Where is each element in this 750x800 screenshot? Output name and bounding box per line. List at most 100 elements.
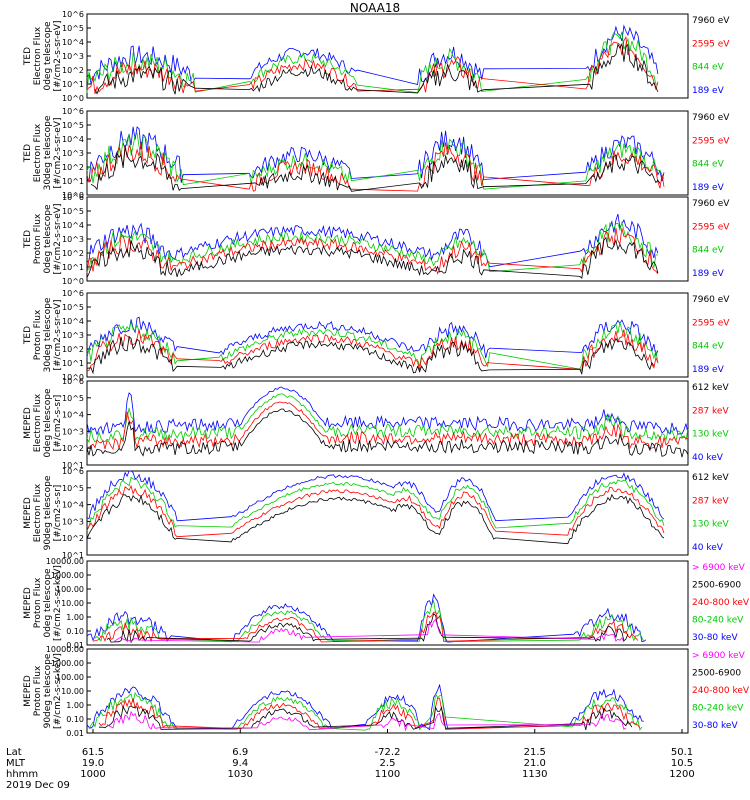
y-axis-label-line: [#/cm2-s-sr] (53, 485, 63, 542)
y-axis-label-line: [#/cm2-s-sr-eV] (53, 204, 63, 275)
series-trace (86, 320, 659, 370)
y-tick-label: 100.00 (56, 673, 84, 682)
y-tick-label: 10^1 (62, 177, 84, 186)
legend-entry: 844 eV (692, 246, 725, 256)
series-trace (88, 691, 643, 731)
y-tick-label: 10.00 (61, 599, 84, 608)
y-tick-label: 10^3 (62, 331, 84, 340)
footer-value-hhmm: 1130 (522, 769, 547, 780)
panel-2: 10^6 10^5 10^4 10^3 10^2 10^1 10^0 TED Electron … (23, 107, 730, 200)
y-axis-label-line: MEPED (23, 675, 33, 707)
legend-entry: 612 keV (692, 473, 729, 483)
y-axis-label-line: MEPED (23, 497, 33, 529)
y-tick-label: 10^5 (62, 394, 84, 403)
y-tick-label: 10^5 (62, 24, 84, 33)
series-trace (86, 408, 689, 458)
series-trace (86, 132, 665, 190)
footer-label-hhmm: hhmm (6, 769, 38, 780)
y-tick-label: 10^2 (62, 534, 84, 543)
panel-frame (86, 292, 689, 378)
legend-entry: 40 keV (692, 453, 724, 463)
legend-entry: 844 eV (692, 63, 725, 73)
series-trace (86, 213, 659, 268)
series-trace (112, 618, 625, 643)
y-tick-label: 10^0 (62, 191, 84, 200)
y-tick-label: 0.01 (66, 641, 84, 650)
y-tick-label: 10^2 (62, 249, 84, 258)
legend-entry: > 6900 keV (692, 563, 746, 573)
y-axis-label-line: Proton Flux (33, 309, 43, 360)
legend-entry: 30-80 keV (692, 721, 738, 731)
y-tick-label: 10.00 (61, 687, 84, 696)
y-tick-label: 10^0 (62, 277, 84, 286)
y-tick-label: 10^6 (62, 377, 84, 386)
series-trace (86, 470, 665, 522)
footer-value-mlt: 9.4 (232, 758, 248, 769)
y-axis-label-line: Proton Flux (33, 213, 43, 264)
series-trace (86, 593, 647, 643)
series-trace (98, 705, 633, 731)
footer-value-hhmm: 1000 (80, 769, 105, 780)
series-trace (98, 697, 641, 730)
y-tick-label: 0.10 (66, 627, 84, 636)
legend-entry: 7960 eV (692, 113, 730, 123)
legend-entry: 130 keV (692, 520, 729, 530)
y-tick-label: 0.10 (66, 715, 84, 724)
y-tick-label: 10^5 (62, 207, 84, 216)
y-tick-label: 10000.00 (46, 645, 84, 654)
panel-frame (86, 110, 689, 196)
series-trace (86, 683, 644, 731)
legend-entry: 189 eV (692, 269, 725, 279)
y-axis-label-line: [#/cm2-s-sr-keV] (53, 565, 63, 641)
series-trace (86, 476, 665, 531)
legend-entry: 2595 eV (692, 222, 730, 232)
y-axis-label-line: 90deg telescope (43, 475, 53, 550)
y-axis-label-line: MEPED (23, 587, 33, 619)
series-trace (86, 493, 665, 545)
panel-8: 10000.00 1000.00 100.00 10.00 1.00 0.10 0.01 ME… (23, 645, 750, 738)
y-axis-label-line: TED (23, 47, 33, 66)
y-tick-label: 10^4 (62, 38, 84, 47)
legend-entry: 2595 eV (692, 39, 730, 49)
y-axis-label-line: [#/cm2-s-sr-eV] (53, 118, 63, 189)
series-trace (86, 31, 658, 94)
footer-value-lat: 6.9 (232, 747, 248, 758)
panel-4: 10^6 10^5 10^4 10^3 10^2 10^1 10^0 TED Proton Fl… (23, 289, 730, 382)
y-tick-label: 10^0 (62, 94, 84, 103)
y-axis-label-line: TED (23, 230, 33, 249)
y-axis-label-line: MEPED (23, 407, 33, 439)
legend-entry: 287 keV (692, 496, 729, 506)
panel-1: 10^6 10^5 10^4 10^3 10^2 10^1 10^0 TED Electron … (23, 10, 730, 103)
y-axis-label-line: 0deg telescope (43, 388, 53, 458)
series-trace (94, 42, 659, 95)
y-tick-label: 10^5 (62, 484, 84, 493)
panel-3: 10^6 10^5 10^4 10^3 10^2 10^1 10^0 TED Proton Fl… (23, 193, 730, 286)
legend-entry: 240-800 keV (692, 598, 750, 608)
y-tick-label: 1000.00 (51, 571, 84, 580)
y-tick-label: 10^4 (62, 135, 84, 144)
y-axis-label-line: 0deg telescope (43, 204, 53, 274)
legend-entry: 612 keV (692, 383, 729, 393)
legend-entry: 287 keV (692, 406, 729, 416)
legend-entry: 7960 eV (692, 16, 730, 26)
y-tick-label: 100.00 (56, 585, 84, 594)
y-axis-label-line: Proton Flux (33, 577, 43, 628)
panel-frame (86, 470, 689, 556)
y-tick-label: 10^0 (62, 373, 84, 382)
series-trace (86, 35, 659, 95)
y-tick-label: 10^4 (62, 221, 84, 230)
y-tick-label: 10^5 (62, 303, 84, 312)
y-axis-label-line: TED (23, 326, 33, 345)
y-axis-label-line: 0deg telescope (43, 568, 53, 638)
y-tick-label: 10^6 (62, 107, 84, 116)
y-tick-label: 1.00 (66, 701, 84, 710)
y-tick-label: 10^3 (62, 149, 84, 158)
legend-entry: 80-240 keV (692, 704, 744, 714)
y-tick-label: 10^3 (62, 52, 84, 61)
series-trace (86, 335, 655, 376)
legend-entry: 30-80 keV (692, 633, 738, 643)
panel-frame (86, 648, 689, 734)
figure-title: NOAA18 (350, 1, 400, 15)
